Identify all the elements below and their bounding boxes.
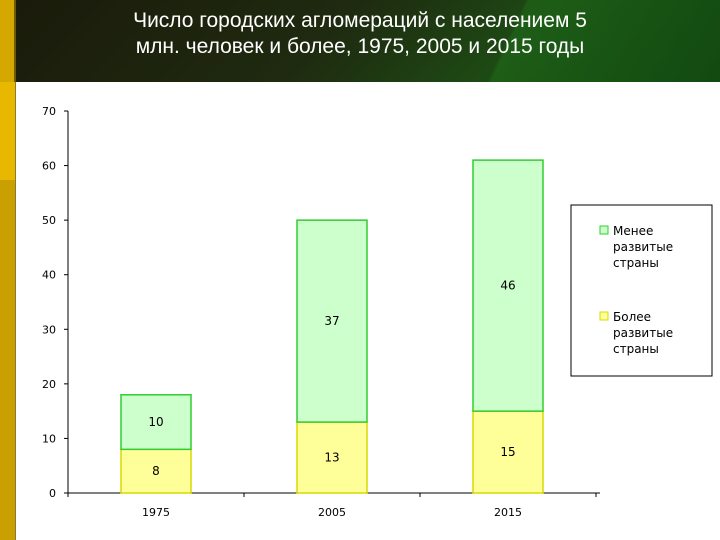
y-tick-label: 0 — [49, 487, 56, 500]
x-tick-label: 2005 — [318, 506, 346, 519]
y-tick-label: 50 — [42, 214, 56, 227]
bar-more-developed — [120, 448, 192, 494]
data-label-less-developed: 46 — [500, 279, 515, 293]
legend-label-line: Более — [613, 310, 651, 324]
y-tick-label: 30 — [42, 323, 56, 336]
y-tick-label: 40 — [42, 269, 56, 282]
title-accent-line — [14, 0, 16, 82]
data-label-more-developed: 8 — [152, 464, 160, 478]
slide-title-line-2: млн. человек и более, 1975, 2005 и 2015 … — [135, 35, 585, 58]
slide-title-line-1: Число городских агломераций с населением… — [133, 9, 587, 32]
data-label-more-developed: 13 — [324, 451, 339, 465]
title-diagonal-decoration — [400, 0, 720, 82]
data-label-more-developed: 15 — [500, 445, 515, 459]
y-tick-label: 20 — [42, 378, 56, 391]
left-stripe-bottom — [0, 180, 15, 540]
y-tick-label: 10 — [42, 432, 56, 445]
bar-less-developed — [120, 394, 192, 451]
legend-label-line: страны — [613, 342, 659, 356]
title-bar: Число городских агломераций с населением… — [0, 0, 720, 82]
left-rule — [15, 82, 16, 540]
legend-swatch — [599, 225, 609, 235]
x-tick-label: 2015 — [494, 506, 522, 519]
data-label-less-developed: 10 — [148, 415, 163, 429]
bar-more-developed — [296, 421, 368, 494]
legend-label-line: развитые — [613, 326, 673, 340]
bar-more-developed — [472, 410, 544, 494]
y-tick-label: 70 — [42, 105, 56, 118]
legend-label-line: страны — [613, 256, 659, 270]
data-label-less-developed: 37 — [324, 314, 339, 328]
x-tick-label: 1975 — [142, 506, 170, 519]
legend-label-line: развитые — [613, 240, 673, 254]
legend-swatch — [599, 311, 609, 321]
legend-label-line: Менее — [613, 224, 653, 238]
y-tick-label: 60 — [42, 160, 56, 173]
bar-less-developed — [472, 159, 544, 412]
bar-less-developed — [296, 219, 368, 423]
slide-title: Число городских агломераций с населением… — [30, 8, 690, 60]
left-stripe-top — [0, 82, 15, 180]
title-accent-gold — [0, 0, 14, 82]
legend-box — [570, 204, 713, 377]
